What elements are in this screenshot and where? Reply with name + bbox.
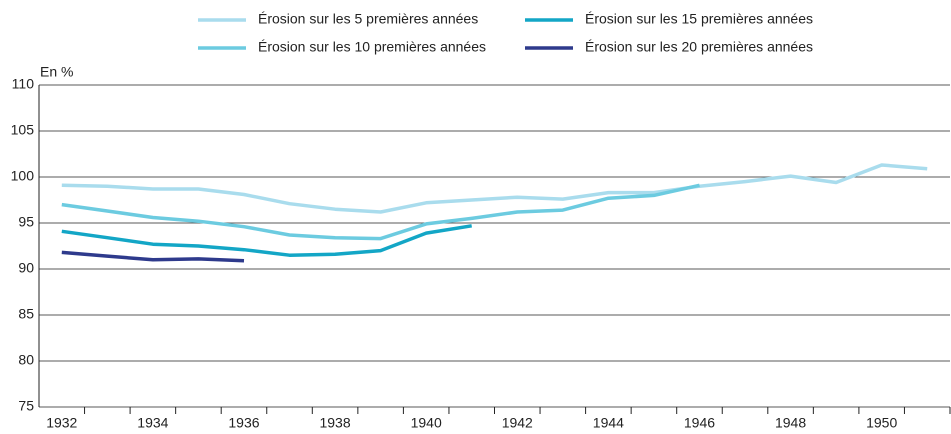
x-tick-label: 1944 — [593, 415, 624, 431]
x-tick-label: 1942 — [502, 415, 533, 431]
y-tick-label: 110 — [12, 76, 35, 92]
x-tick-label: 1932 — [46, 415, 77, 431]
legend-label: Érosion sur les 5 premières années — [258, 11, 478, 27]
x-tick-label: 1940 — [411, 415, 442, 431]
x-tick-label: 1934 — [137, 415, 168, 431]
series-line — [61, 183, 700, 241]
x-tick-label: 1948 — [775, 415, 806, 431]
x-tick-label: 1938 — [319, 415, 350, 431]
legend-label: Érosion sur les 10 premières années — [258, 39, 486, 55]
y-tick-label: 105 — [11, 122, 35, 138]
legend-label: Érosion sur les 20 premières années — [585, 39, 813, 55]
series-line — [61, 250, 245, 263]
series-line — [61, 224, 472, 257]
series-line — [61, 163, 928, 214]
x-tick-label: 1950 — [866, 415, 897, 431]
y-tick-label: 95 — [18, 214, 34, 230]
legend-label: Érosion sur les 15 premières années — [585, 11, 813, 27]
y-tick-label: 100 — [11, 168, 35, 184]
y-axis-label: En % — [40, 64, 73, 80]
x-tick-label: 1946 — [684, 415, 715, 431]
y-tick-label: 75 — [18, 398, 34, 414]
y-tick-label: 80 — [18, 352, 34, 368]
y-tick-label: 85 — [18, 306, 34, 322]
x-tick-label: 1936 — [228, 415, 259, 431]
y-tick-label: 90 — [18, 260, 34, 276]
